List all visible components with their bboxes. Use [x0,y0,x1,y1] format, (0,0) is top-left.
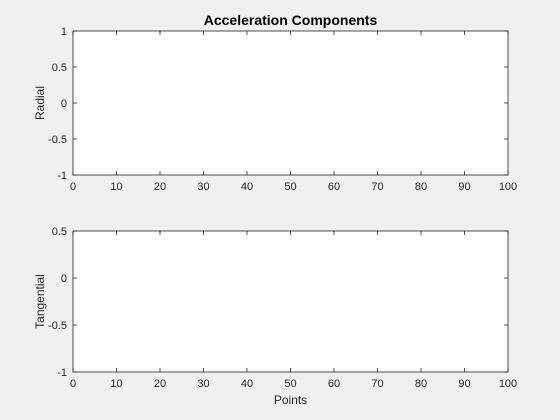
x-tick-label: 0 [70,181,76,193]
y-tick-label: -1 [57,170,67,182]
x-tick-label: 40 [241,181,253,193]
x-tick-label: 90 [458,181,470,193]
y-tick-label: 1 [61,26,67,38]
y-tick-label: 0 [61,98,67,110]
x-axis-label: Points [274,393,307,407]
x-tick-label: 50 [284,181,296,193]
x-tick-label: 10 [110,181,122,193]
x-tick-label: 50 [284,378,296,390]
x-tick-label: 60 [328,378,340,390]
x-tick-label: 30 [197,378,209,390]
axes-frame [72,30,509,176]
x-tick-label: 80 [415,378,427,390]
y-tick-label: -0.5 [48,320,67,332]
x-tick-label: 20 [154,378,166,390]
y-axis-label: Radial [33,86,47,120]
y-axis-label: Tangential [33,274,47,329]
x-tick-label: 90 [458,378,470,390]
axes-radial: 0 10 20 30 40 50 60 70 80 90 100 -1 -0.5 0 0.5 1 Radial A… [33,12,517,193]
y-tick-label: -0.5 [48,134,67,146]
y-tick-label: 0.5 [52,62,67,74]
y-tick-label: -1 [57,367,67,379]
x-tick-label: 70 [371,378,383,390]
y-tick-label: 0.5 [52,226,67,238]
x-tick-label: 60 [328,181,340,193]
x-tick-label: 30 [197,181,209,193]
y-tick-label: 0 [61,273,67,285]
chart-title: Acceleration Components [204,12,378,28]
x-tick-label: 100 [499,181,517,193]
axes-frame [72,230,509,373]
x-tick-label: 70 [371,181,383,193]
x-tick-label: 80 [415,181,427,193]
axes-tangential: 0 10 20 30 40 50 60 70 80 90 100 -1 -0.5 0 0.5 Tangenti… [33,226,517,407]
x-tick-label: 0 [70,378,76,390]
x-tick-label: 40 [241,378,253,390]
x-tick-label: 20 [154,181,166,193]
x-tick-label: 10 [110,378,122,390]
x-tick-label: 100 [499,378,517,390]
